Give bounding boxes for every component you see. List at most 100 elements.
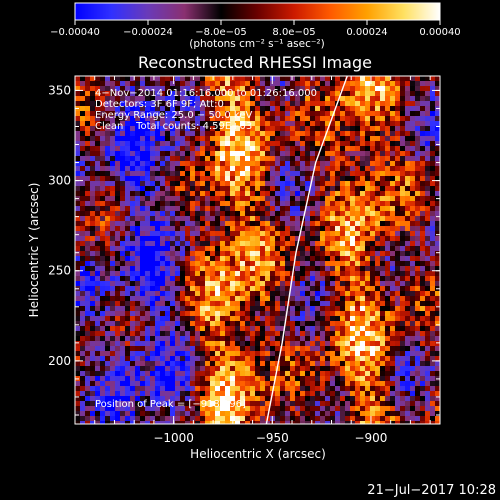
heatmap-cell (415, 286, 421, 292)
heatmap-cell (290, 381, 296, 387)
heatmap-cell (355, 401, 361, 407)
heatmap-cell (195, 411, 201, 417)
heatmap-cell (85, 271, 91, 277)
heatmap-cell (105, 196, 111, 202)
heatmap-cell (195, 386, 201, 392)
heatmap-cell (260, 196, 266, 202)
heatmap-cell (410, 141, 416, 147)
heatmap-cell (120, 156, 126, 162)
heatmap-cell (420, 246, 426, 252)
heatmap-cell (340, 241, 346, 247)
heatmap-cell (260, 276, 266, 282)
heatmap-cell (295, 351, 301, 357)
heatmap-cell (350, 401, 356, 407)
heatmap-cell (335, 121, 341, 127)
heatmap-cell (160, 91, 166, 97)
heatmap-cell (250, 221, 256, 227)
heatmap-cell (190, 266, 196, 272)
heatmap-cell (430, 131, 436, 137)
heatmap-cell (195, 156, 201, 162)
heatmap-cell (305, 206, 311, 212)
heatmap-cell (175, 286, 181, 292)
heatmap-cell (350, 141, 356, 147)
heatmap-cell (190, 376, 196, 382)
heatmap-cell (345, 301, 351, 307)
heatmap-cell (275, 411, 281, 417)
heatmap-cell (260, 296, 266, 302)
heatmap-cell (75, 101, 81, 107)
heatmap-cell (235, 116, 241, 122)
heatmap-cell (380, 166, 386, 172)
heatmap-cell (135, 186, 141, 192)
heatmap-cell (355, 101, 361, 107)
heatmap-cell (215, 351, 221, 357)
heatmap-cell (410, 361, 416, 367)
heatmap-cell (75, 201, 81, 207)
heatmap-cell (425, 236, 431, 242)
heatmap-cell (100, 276, 106, 282)
heatmap-cell (250, 241, 256, 247)
heatmap-cell (380, 131, 386, 137)
heatmap-cell (200, 186, 206, 192)
heatmap-cell (435, 411, 440, 417)
heatmap-cell (75, 221, 81, 227)
heatmap-cell (125, 156, 131, 162)
heatmap-cell (410, 121, 416, 127)
heatmap-cell (365, 101, 371, 107)
heatmap-cell (325, 321, 331, 327)
heatmap-cell (85, 251, 91, 257)
heatmap-cell (305, 386, 311, 392)
heatmap-cell (385, 76, 391, 82)
heatmap-cell (295, 336, 301, 342)
heatmap-cell (280, 296, 286, 302)
heatmap-cell (365, 156, 371, 162)
heatmap-cell (390, 236, 396, 242)
heatmap-cell (180, 221, 186, 227)
heatmap-cell (185, 276, 191, 282)
heatmap-cell (330, 251, 336, 257)
heatmap-cell (170, 141, 176, 147)
heatmap-cell (260, 136, 266, 142)
heatmap-cell (385, 361, 391, 367)
heatmap-cell (265, 356, 271, 362)
heatmap-cell (135, 301, 141, 307)
heatmap-cell (210, 391, 216, 397)
heatmap-cell (380, 226, 386, 232)
heatmap-cell (170, 241, 176, 247)
heatmap-cell (125, 231, 131, 237)
heatmap-cell (375, 261, 381, 267)
heatmap-cell (375, 336, 381, 342)
heatmap-cell (275, 116, 281, 122)
heatmap-cell (90, 171, 96, 177)
heatmap-cell (200, 396, 206, 402)
heatmap-cell (155, 296, 161, 302)
heatmap-cell (420, 401, 426, 407)
heatmap-cell (225, 366, 231, 372)
heatmap-cell (330, 396, 336, 402)
heatmap-cell (155, 161, 161, 167)
heatmap-cell (120, 396, 126, 402)
heatmap-cell (400, 301, 406, 307)
heatmap-cell (400, 351, 406, 357)
heatmap-cell (160, 181, 166, 187)
heatmap-cell (120, 286, 126, 292)
heatmap-cell (130, 206, 136, 212)
heatmap-cell (325, 356, 331, 362)
heatmap-cell (110, 156, 116, 162)
heatmap-cell (380, 106, 386, 112)
heatmap-cell (120, 111, 126, 117)
heatmap-cell (260, 326, 266, 332)
heatmap-cell (285, 366, 291, 372)
heatmap-cell (385, 256, 391, 262)
heatmap-cell (100, 206, 106, 212)
heatmap-cell (415, 401, 421, 407)
heatmap-cell (335, 211, 341, 217)
heatmap-cell (135, 201, 141, 207)
heatmap-cell (110, 271, 116, 277)
heatmap-cell (270, 231, 276, 237)
heatmap-cell (375, 276, 381, 282)
heatmap-cell (185, 296, 191, 302)
heatmap-cell (195, 381, 201, 387)
heatmap-cell (380, 181, 386, 187)
heatmap-cell (295, 76, 301, 82)
